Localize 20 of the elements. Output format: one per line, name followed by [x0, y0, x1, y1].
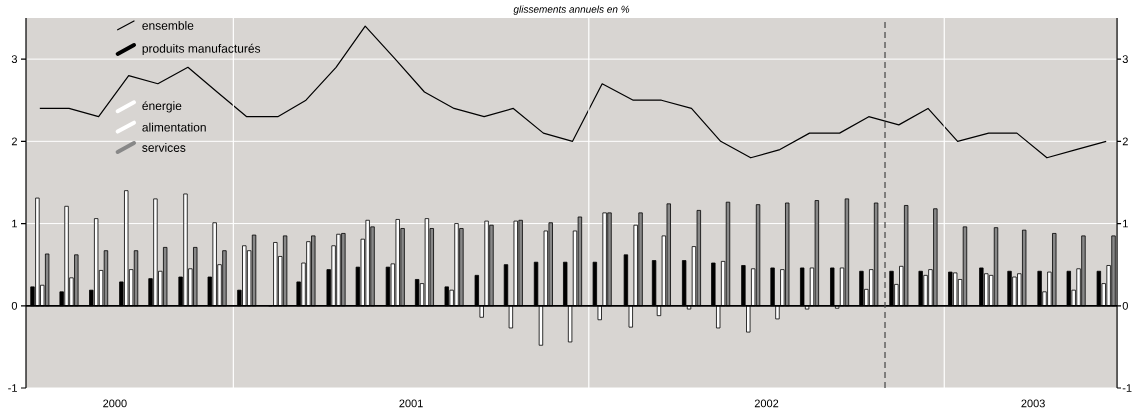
legend-label: ensemble [142, 20, 194, 30]
legend-label: alimentation [142, 122, 206, 132]
y2-tick-label: 3 [1122, 55, 1128, 63]
y-tick-label: 1 [12, 219, 17, 228]
x-tick-label: 2000 [103, 399, 127, 408]
y2-tick-label: -1 [1122, 384, 1132, 392]
y-tick-label: 3 [11, 55, 17, 63]
chart-title: glissements annuels en % [513, 5, 630, 15]
x-tick-label: 2002 [754, 399, 779, 408]
y2-tick-label: 0 [1122, 301, 1128, 310]
legend-label: services [142, 143, 186, 152]
y2-tick-label: 1 [1123, 219, 1128, 228]
y-tick-label: 0 [11, 301, 18, 310]
y-tick-label: -1 [8, 384, 17, 392]
x-tick-label: 2003 [1021, 399, 1045, 408]
x-tick-label: 2001 [399, 399, 423, 408]
legend-label: produits manufacturés [142, 43, 261, 56]
y-tick-label: 2 [11, 137, 17, 146]
y2-tick-label: 2 [1122, 137, 1128, 146]
legend-label: énergie [142, 101, 182, 113]
